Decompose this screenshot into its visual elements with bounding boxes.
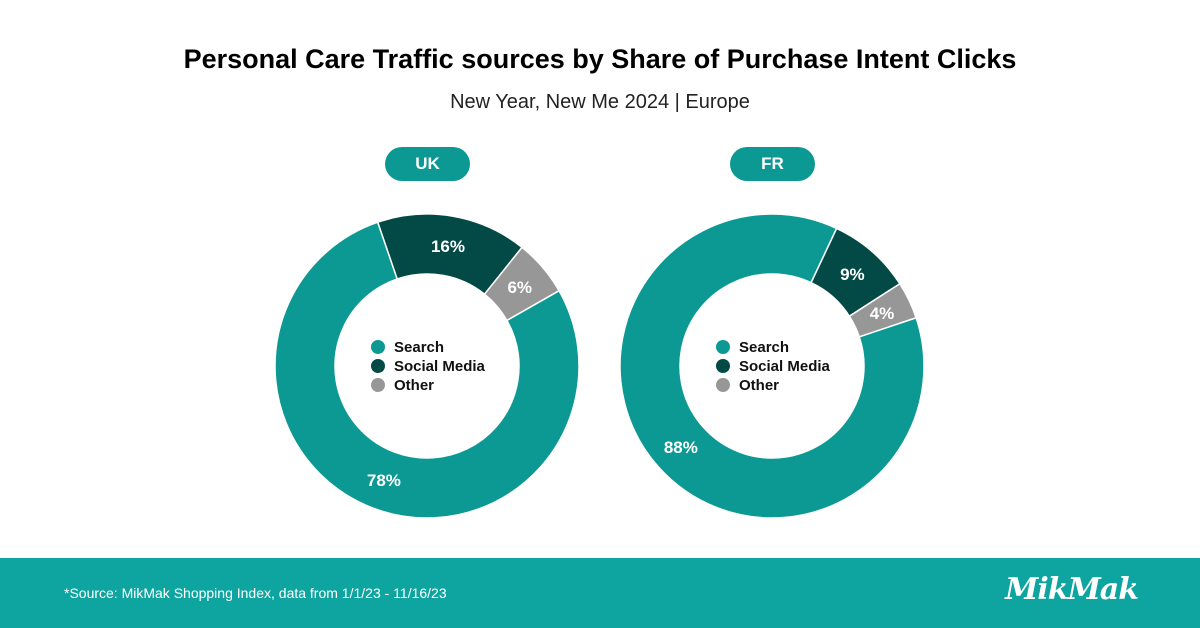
fr-slice-label: 88% (664, 438, 698, 457)
fr-slice-label: 9% (840, 265, 865, 284)
fr-legend-entry: Social Media (739, 358, 831, 375)
fr-legend-marker (716, 359, 730, 373)
uk-legend-marker (371, 378, 385, 392)
uk-legend-marker (371, 340, 385, 354)
fr-slice-search (619, 213, 925, 519)
fr-legend-entry: Search (739, 339, 789, 356)
uk-slice-label: 16% (431, 237, 465, 256)
uk-slice-search (274, 221, 580, 519)
uk-slice-other (483, 246, 561, 322)
uk-legend-entry: Social Media (394, 358, 486, 375)
fr-slice-label: 4% (870, 304, 895, 323)
uk-legend-entry: Other (394, 377, 434, 394)
chart-title: Personal Care Traffic sources by Share o… (183, 44, 1017, 74)
uk-slice-label: 78% (367, 471, 401, 490)
uk-slice-label: 6% (507, 278, 532, 297)
fr-chart-label: FR (730, 147, 815, 181)
fr-legend-entry: Other (739, 377, 779, 394)
uk-legend-marker (371, 359, 385, 373)
footer-bar: *Source: MikMak Shopping Index, data fro… (0, 558, 1200, 628)
uk-chart-label: UK (385, 147, 470, 181)
fr-slice-other (848, 282, 918, 338)
source-note: *Source: MikMak Shopping Index, data fro… (64, 585, 447, 601)
fr-legend-marker (716, 340, 730, 354)
fr-legend-marker (716, 378, 730, 392)
chart-subtitle: New Year, New Me 2024 | Europe (450, 91, 750, 113)
mikmak-logo: MikMak (1005, 572, 1139, 607)
uk-legend-entry: Search (394, 339, 444, 356)
